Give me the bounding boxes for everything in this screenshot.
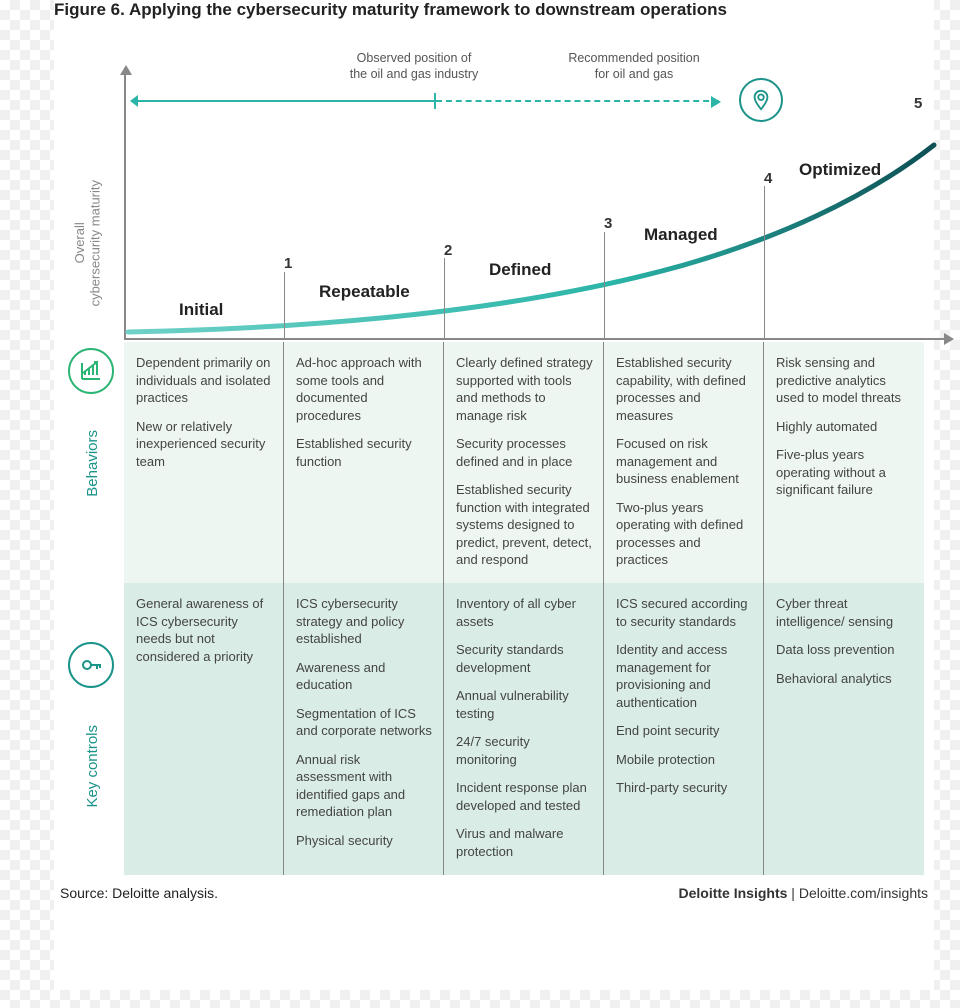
stage-number: 1 (284, 255, 292, 272)
brand-text: Deloitte Insights | Deloitte.com/insight… (679, 885, 929, 901)
matrix-cell: ICS cybersecurity strategy and policy es… (284, 583, 444, 875)
cell-text: Segmentation of ICS and corporate networ… (296, 705, 433, 740)
stage-name: Repeatable (319, 282, 410, 302)
cell-text: ICS secured according to security standa… (616, 595, 753, 630)
cell-text: Virus and malware protection (456, 825, 593, 860)
keycontrols-label: Key controls (84, 725, 101, 808)
key-icon (68, 642, 114, 688)
stage-divider (444, 258, 445, 340)
behaviors-label: Behaviors (84, 430, 101, 497)
cell-text: Physical security (296, 832, 433, 850)
stage-name: Initial (179, 300, 223, 320)
stage-number: 5 (914, 95, 922, 112)
matrix-cell: Ad-hoc approach with some tools and docu… (284, 342, 444, 583)
cell-text: 24/7 security monitoring (456, 733, 593, 768)
stage-divider (604, 232, 605, 340)
cell-text: Data loss prevention (776, 641, 914, 659)
matrix-cell: Clearly defined strategy supported with … (444, 342, 604, 583)
cell-text: Mobile protection (616, 751, 753, 769)
stage-number: 3 (604, 215, 612, 232)
stage-divider (764, 186, 765, 340)
cell-text: Annual risk assessment with identified g… (296, 751, 433, 821)
matrix-cell: ICS secured according to security standa… (604, 583, 764, 875)
stage-divider (284, 272, 285, 340)
cell-text: Identity and access management for provi… (616, 641, 753, 711)
figure-title: Figure 6. Applying the cybersecurity mat… (54, 0, 934, 30)
cell-text: Awareness and education (296, 659, 433, 694)
figure-footer: Source: Deloitte analysis. Deloitte Insi… (54, 881, 934, 907)
cell-text: New or relatively inexperienced security… (136, 418, 273, 471)
cell-text: Established security function (296, 435, 433, 470)
cell-text: Inventory of all cyber assets (456, 595, 593, 630)
matrix-cell: General awareness of ICS cybersecurity n… (124, 583, 284, 875)
cell-text: General awareness of ICS cybersecurity n… (136, 595, 273, 665)
cell-text: Clearly defined strategy supported with … (456, 354, 593, 424)
cell-text: Behavioral analytics (776, 670, 914, 688)
source-text: Source: Deloitte analysis. (60, 885, 218, 901)
cell-text: Highly automated (776, 418, 914, 436)
cell-text: Established security function with integ… (456, 481, 593, 569)
figure-container: Figure 6. Applying the cybersecurity mat… (54, 0, 934, 990)
matrix-cell: Cyber threat intelligence/ sensing Data l… (764, 583, 924, 875)
cell-text: Incident response plan developed and tes… (456, 779, 593, 814)
y-axis-label: Overall cybersecurity maturity (72, 180, 103, 306)
maturity-matrix: Dependent primarily on individuals and i… (124, 342, 924, 875)
chart-up-icon (68, 348, 114, 394)
stage-number: 4 (764, 170, 772, 187)
cell-text: Dependent primarily on individuals and i… (136, 354, 273, 407)
cell-text: Third-party security (616, 779, 753, 797)
cell-text: Risk sensing and predictive analytics us… (776, 354, 914, 407)
cell-text: End point security (616, 722, 753, 740)
cell-text: Security processes defined and in place (456, 435, 593, 470)
cell-text: ICS cybersecurity strategy and policy es… (296, 595, 433, 648)
matrix-cell: Dependent primarily on individuals and i… (124, 342, 284, 583)
cell-text: Security standards development (456, 641, 593, 676)
cell-text: Annual vulnerability testing (456, 687, 593, 722)
chart-wrap: Overall cybersecurity maturity Observed … (54, 30, 934, 990)
stage-name: Defined (489, 260, 551, 280)
behaviors-row: Dependent primarily on individuals and i… (124, 342, 924, 583)
plot-area: Observed position of the oil and gas ind… (124, 50, 924, 340)
matrix-cell: Established security capability, with de… (604, 342, 764, 583)
cell-text: Ad-hoc approach with some tools and docu… (296, 354, 433, 424)
cell-text: Five-plus years operating without a sign… (776, 446, 914, 499)
keycontrols-row: General awareness of ICS cybersecurity n… (124, 583, 924, 875)
cell-text: Cyber threat intelligence/ sensing (776, 595, 914, 630)
stage-name: Managed (644, 225, 718, 245)
stage-name: Optimized (799, 160, 881, 180)
matrix-cell: Inventory of all cyber assets Security st… (444, 583, 604, 875)
stage-number: 2 (444, 242, 452, 259)
matrix-cell: Risk sensing and predictive analytics us… (764, 342, 924, 583)
cell-text: Focused on risk management and business … (616, 435, 753, 488)
cell-text: Two-plus years operating with defined pr… (616, 499, 753, 569)
cell-text: Established security capability, with de… (616, 354, 753, 424)
maturity-curve (124, 50, 924, 340)
